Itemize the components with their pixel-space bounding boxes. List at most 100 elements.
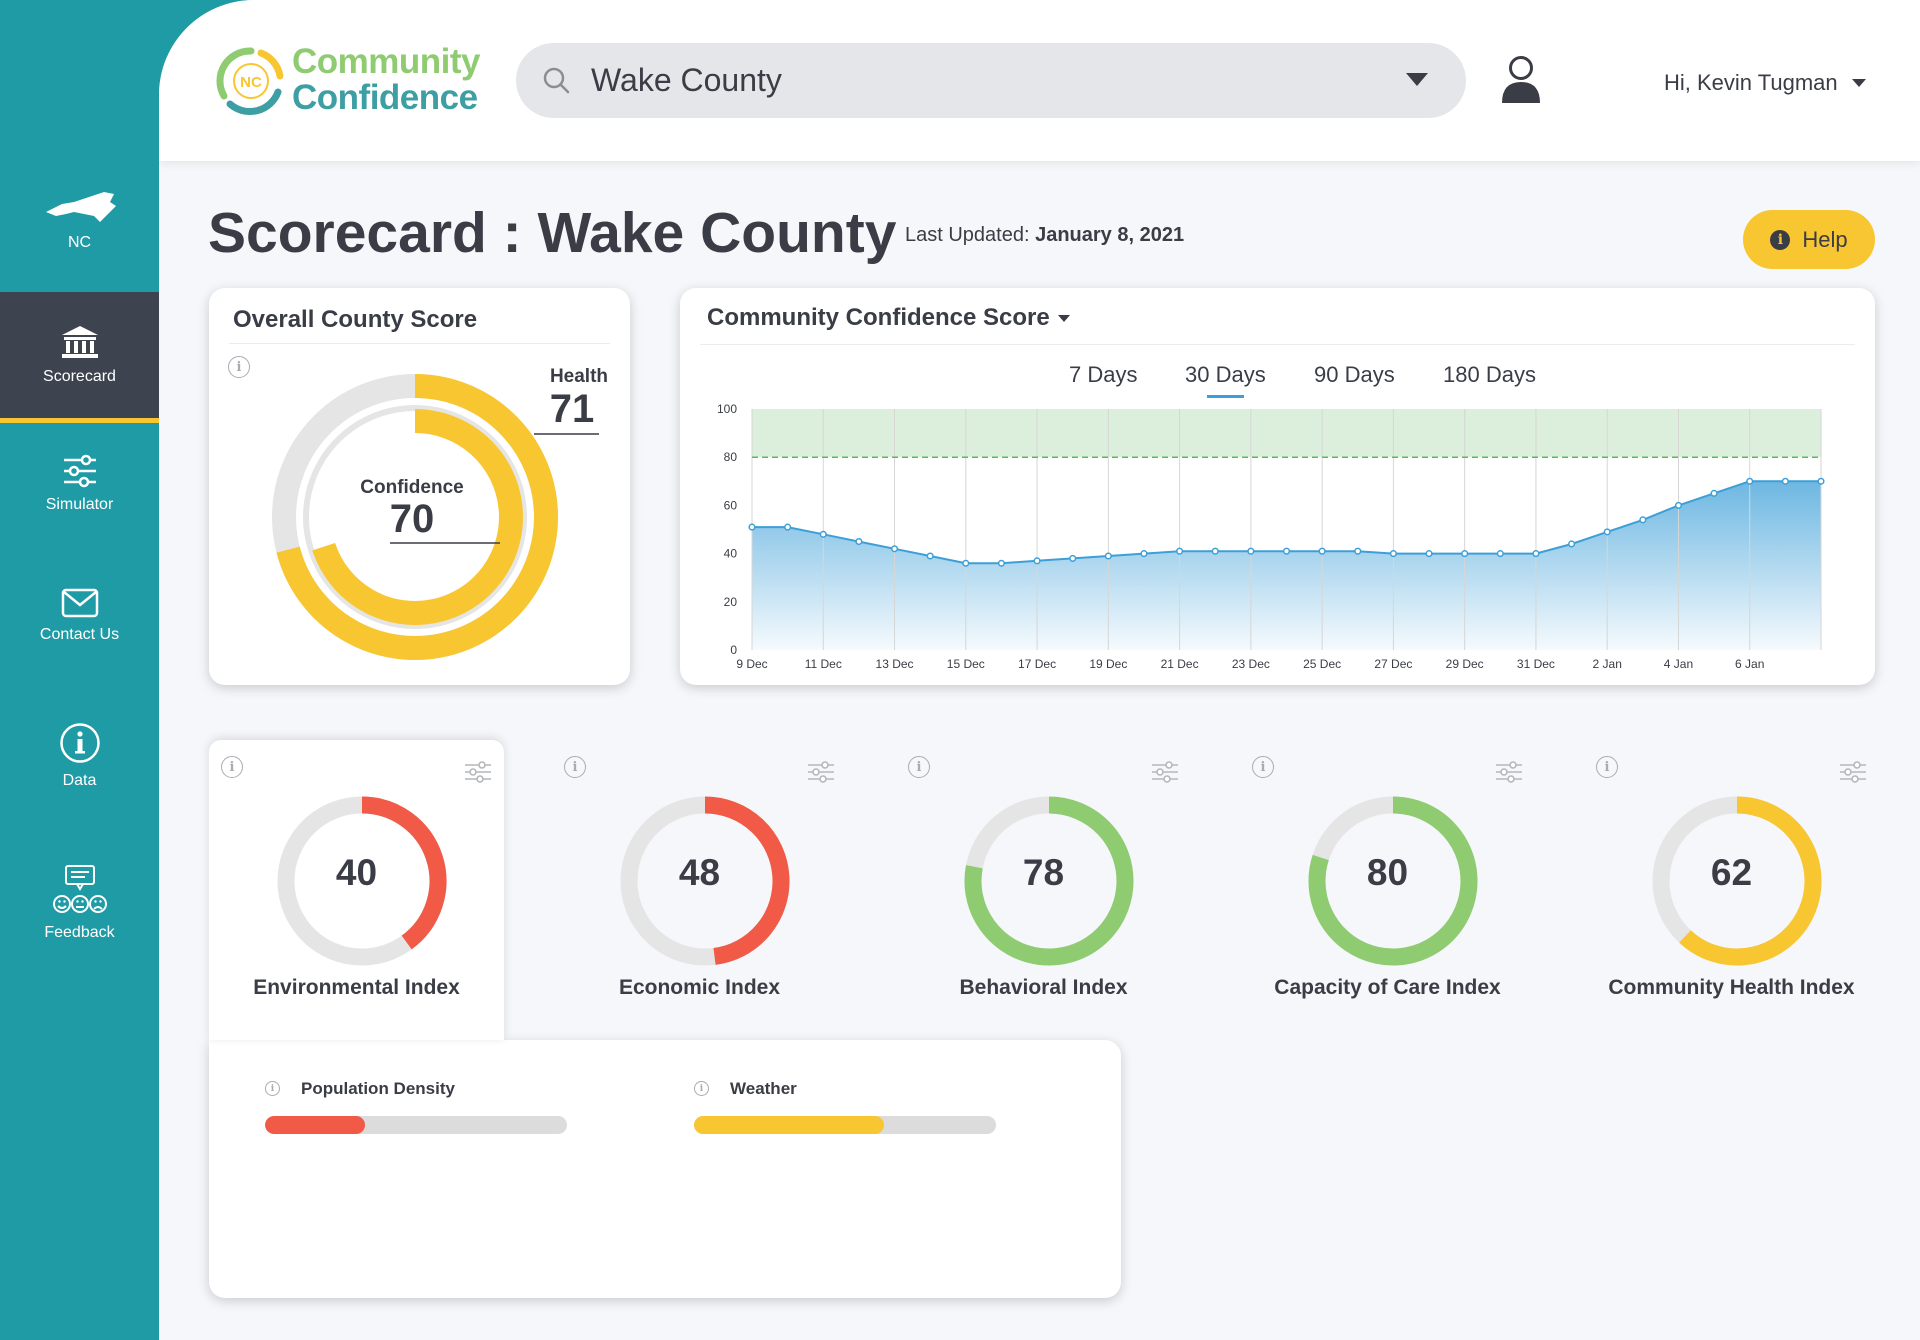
confidence-ring-arc (312, 409, 523, 625)
data-point (1069, 554, 1077, 562)
progress-track (265, 1116, 567, 1134)
county-search[interactable] (516, 43, 1466, 118)
data-point (1282, 547, 1291, 555)
data-point (1140, 550, 1148, 558)
detail-label: Population Density (301, 1079, 455, 1098)
chevron-down-icon (1851, 79, 1866, 87)
data-point (1568, 540, 1576, 548)
index-tile[interactable]: i 62 Community Health Index (1584, 740, 1879, 1030)
x-tick-label: 31 Dec (1517, 657, 1555, 671)
info-icon[interactable]: i (908, 756, 930, 778)
index-value: 62 (1710, 852, 1753, 893)
data-point (1817, 477, 1825, 485)
chevron-down-icon (1057, 314, 1070, 322)
help-button[interactable]: i Help (1743, 210, 1875, 269)
sidebar-item-scorecard[interactable]: Scorecard (0, 292, 159, 423)
last-updated: Last Updated: January 8, 2021 (905, 224, 1184, 247)
index-tile[interactable]: i 48 Economic Index (552, 740, 847, 1030)
sidebar-item-simulator[interactable]: Simulator (0, 454, 159, 514)
user-avatar-icon[interactable] (1499, 55, 1543, 105)
info-icon[interactable]: i (1596, 756, 1618, 778)
tab-90-days[interactable]: 90 Days (1314, 362, 1395, 387)
index-label: Capacity of Care Index (1274, 976, 1501, 999)
logo-text: Community Confidence (292, 44, 481, 116)
info-icon[interactable]: i (694, 1081, 709, 1096)
sidebar-item-label: Scorecard (43, 368, 116, 385)
y-tick-label: 0 (730, 643, 737, 657)
data-point (1674, 501, 1683, 509)
index-value: 78 (1022, 852, 1065, 893)
sliders-icon[interactable] (1839, 760, 1867, 784)
logo-badge-text: NC (240, 74, 262, 91)
search-icon (543, 67, 570, 94)
series-area (752, 481, 1821, 650)
last-updated-label: Last Updated: (905, 224, 1030, 246)
confidence-value: 70 (390, 497, 435, 541)
index-value: 48 (678, 852, 721, 893)
index-label: Economic Index (618, 976, 781, 999)
data-point (962, 559, 970, 567)
main-panel: NC Community Confidence Hi, Kevin Tugman… (159, 0, 1920, 1340)
gauge-arc (361, 796, 447, 950)
user-menu[interactable]: Hi, Kevin Tugman (1664, 70, 1866, 96)
sidebar-item-label: Contact Us (39, 626, 120, 643)
sliders-icon[interactable] (464, 760, 492, 784)
info-icon (59, 723, 100, 763)
sidebar: NC Scorecard Simulator Contact Us (0, 0, 159, 1340)
last-updated-value: January 8, 2021 (1035, 224, 1185, 246)
tab-180-days[interactable]: 180 Days (1443, 362, 1536, 387)
app-logo[interactable]: NC Community Confidence (216, 42, 486, 122)
index-gauge (1652, 796, 1822, 966)
search-input[interactable] (591, 62, 1371, 99)
data-point (819, 530, 827, 538)
gauge-arc (964, 796, 1134, 966)
sidebar-item-contact-us[interactable]: Contact Us (0, 588, 159, 644)
x-tick-label: 25 Dec (1303, 657, 1341, 671)
sidebar-item-feedback[interactable]: Feedback (0, 864, 159, 942)
chevron-down-icon[interactable] (1406, 73, 1428, 86)
index-tile[interactable]: i 40 Environmental Index (209, 740, 504, 1040)
data-point (997, 559, 1005, 567)
sidebar-item-nc[interactable]: NC (0, 190, 159, 252)
index-value: 40 (335, 852, 378, 893)
sliders-icon[interactable] (1151, 760, 1179, 784)
sliders-icon[interactable] (1495, 760, 1523, 784)
x-tick-label: 2 Jan (1593, 657, 1622, 671)
info-icon[interactable]: i (265, 1081, 280, 1096)
data-point (926, 552, 934, 560)
target-band (752, 409, 1821, 458)
index-label: Community Health Index (1608, 976, 1855, 999)
progress-fill (694, 1116, 885, 1134)
sidebar-item-data[interactable]: Data (0, 722, 159, 790)
detail-label: Weather (730, 1079, 797, 1098)
tab-30-days[interactable]: 30 Days (1185, 362, 1266, 398)
user-greeting: Hi, Kevin Tugman (1664, 70, 1838, 95)
chart-title-dropdown[interactable]: Community Confidence Score (707, 304, 1070, 332)
sidebar-item-label: Feedback (44, 924, 115, 941)
info-icon[interactable]: i (1252, 756, 1274, 778)
info-icon[interactable]: i (564, 756, 586, 778)
index-tile[interactable]: i 80 Capacity of Care Index (1240, 740, 1535, 1030)
nc-state-icon (45, 192, 116, 222)
progress-fill (265, 1116, 365, 1134)
y-tick-label: 60 (724, 498, 738, 512)
data-point (748, 523, 756, 531)
data-point (1318, 547, 1326, 555)
x-tick-label: 23 Dec (1232, 657, 1270, 671)
info-icon[interactable]: i (228, 356, 250, 378)
tab-7-days[interactable]: 7 Days (1069, 362, 1138, 387)
x-tick-label: 17 Dec (1018, 657, 1056, 671)
y-tick-label: 20 (724, 595, 738, 609)
bank-icon (61, 326, 98, 358)
index-gauge (1308, 796, 1478, 966)
sidebar-item-label: Data (62, 772, 97, 789)
info-icon[interactable]: i (221, 756, 243, 778)
x-tick-label: 21 Dec (1161, 657, 1199, 671)
sliders-icon[interactable] (807, 760, 835, 784)
overall-score-rings: Health 71 Confidence 70 (272, 366, 608, 660)
x-tick-label: 13 Dec (876, 657, 914, 671)
data-point (1247, 547, 1255, 555)
x-tick-label: 15 Dec (947, 657, 985, 671)
index-tile[interactable]: i 78 Behavioral Index (896, 740, 1191, 1030)
health-value: 71 (550, 387, 595, 431)
